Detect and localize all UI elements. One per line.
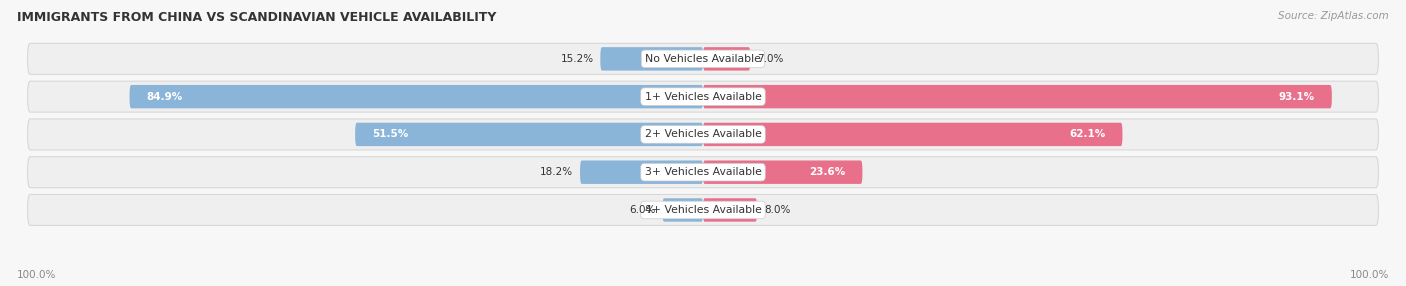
Text: 8.0%: 8.0% — [763, 205, 790, 215]
Text: 7.0%: 7.0% — [756, 54, 783, 64]
Text: 6.0%: 6.0% — [630, 205, 655, 215]
FancyBboxPatch shape — [703, 198, 756, 222]
Text: 62.1%: 62.1% — [1070, 130, 1105, 139]
Text: 93.1%: 93.1% — [1279, 92, 1315, 102]
FancyBboxPatch shape — [581, 160, 703, 184]
FancyBboxPatch shape — [28, 119, 1378, 150]
Text: 23.6%: 23.6% — [810, 167, 845, 177]
FancyBboxPatch shape — [703, 47, 751, 71]
Text: Source: ZipAtlas.com: Source: ZipAtlas.com — [1278, 11, 1389, 21]
FancyBboxPatch shape — [662, 198, 703, 222]
FancyBboxPatch shape — [28, 81, 1378, 112]
Text: 100.0%: 100.0% — [17, 270, 56, 280]
FancyBboxPatch shape — [703, 123, 1122, 146]
Text: 18.2%: 18.2% — [540, 167, 574, 177]
Text: 1+ Vehicles Available: 1+ Vehicles Available — [644, 92, 762, 102]
FancyBboxPatch shape — [129, 85, 703, 108]
FancyBboxPatch shape — [28, 157, 1378, 188]
Text: 2+ Vehicles Available: 2+ Vehicles Available — [644, 130, 762, 139]
Text: 84.9%: 84.9% — [146, 92, 183, 102]
Text: 51.5%: 51.5% — [373, 130, 408, 139]
Text: 15.2%: 15.2% — [561, 54, 593, 64]
FancyBboxPatch shape — [28, 43, 1378, 74]
Text: 100.0%: 100.0% — [1350, 270, 1389, 280]
FancyBboxPatch shape — [356, 123, 703, 146]
FancyBboxPatch shape — [703, 160, 862, 184]
FancyBboxPatch shape — [28, 194, 1378, 225]
FancyBboxPatch shape — [600, 47, 703, 71]
Text: 4+ Vehicles Available: 4+ Vehicles Available — [644, 205, 762, 215]
Text: 3+ Vehicles Available: 3+ Vehicles Available — [644, 167, 762, 177]
Text: IMMIGRANTS FROM CHINA VS SCANDINAVIAN VEHICLE AVAILABILITY: IMMIGRANTS FROM CHINA VS SCANDINAVIAN VE… — [17, 11, 496, 24]
Text: No Vehicles Available: No Vehicles Available — [645, 54, 761, 64]
FancyBboxPatch shape — [703, 85, 1331, 108]
